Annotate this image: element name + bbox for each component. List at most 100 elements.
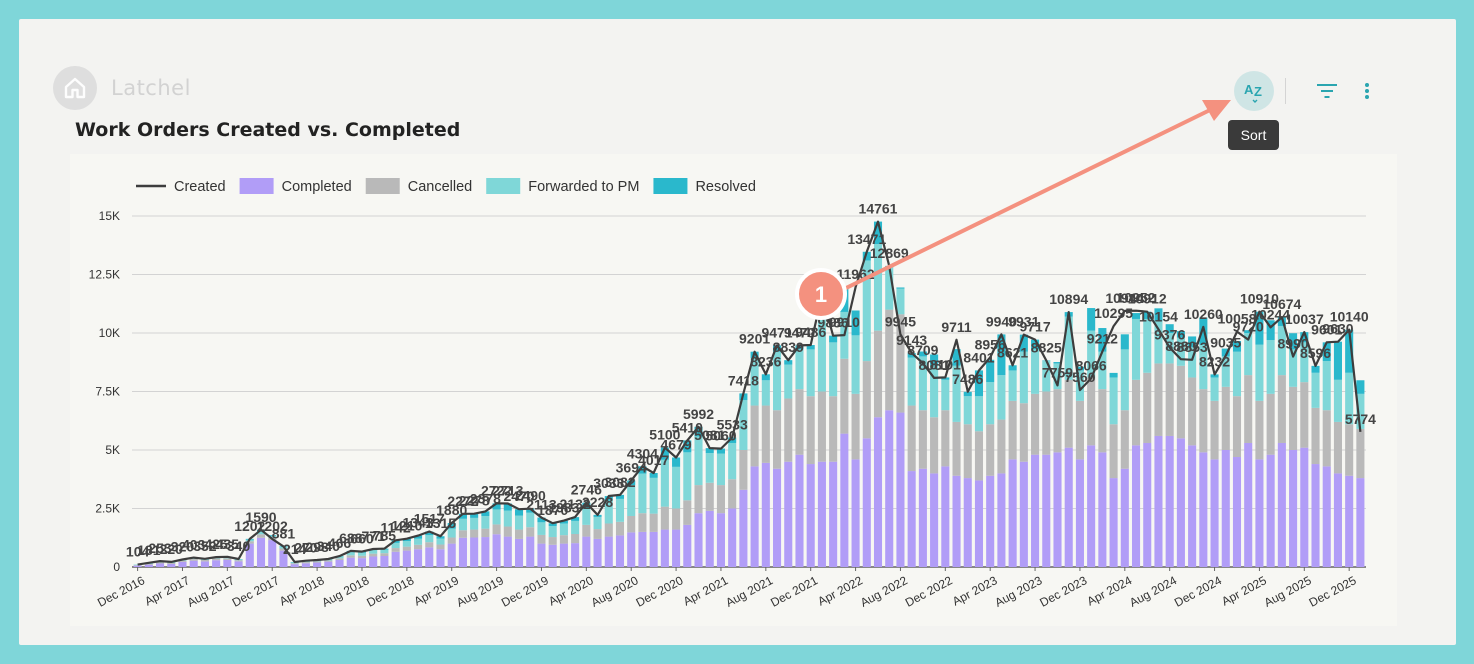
legend-label: Cancelled — [408, 179, 473, 195]
bar-cancelled — [918, 410, 927, 469]
y-tick-label: 5K — [105, 443, 120, 457]
bar-completed — [391, 551, 400, 567]
data-label: 2713 — [492, 483, 523, 499]
data-label: 9940 — [986, 313, 1017, 329]
bar-forwarded-to-pm — [526, 512, 535, 528]
bar-forwarded-to-pm — [862, 260, 871, 362]
bar-cancelled — [369, 553, 378, 557]
bar-completed — [907, 471, 916, 567]
bar-cancelled — [593, 529, 602, 539]
data-label: 11640 — [803, 274, 841, 290]
bar-completed — [313, 562, 322, 567]
data-label: 1142 — [380, 519, 411, 535]
bar-cancelled — [761, 405, 770, 463]
bar-cancelled — [1244, 375, 1253, 443]
bar-completed — [279, 550, 288, 567]
bar-resolved — [795, 345, 804, 350]
bar-cancelled — [279, 548, 288, 551]
data-label: 5533 — [717, 417, 748, 433]
bar-cancelled — [806, 396, 815, 465]
bar-completed — [1255, 459, 1264, 567]
bar-cancelled — [963, 424, 972, 479]
bar-completed — [290, 564, 299, 567]
bar-cancelled — [817, 391, 826, 462]
data-label: 9931 — [1008, 314, 1039, 330]
x-tick-label: Dec 2021 — [768, 573, 820, 610]
x-tick-label: Dec 2016 — [95, 573, 147, 610]
bar-resolved — [1109, 372, 1118, 378]
bar-completed — [660, 529, 669, 567]
bar-completed — [268, 540, 277, 567]
bar-cancelled — [750, 405, 759, 467]
bar-forwarded-to-pm — [559, 523, 568, 536]
bar-forwarded-to-pm — [1053, 363, 1062, 390]
bar-completed — [256, 537, 266, 567]
bar-resolved — [1266, 320, 1275, 341]
data-label: 253 — [148, 540, 172, 556]
bar-completed — [694, 513, 703, 567]
bar-completed — [784, 461, 793, 567]
bar-completed — [481, 537, 490, 567]
data-label: 8101 — [930, 356, 961, 372]
bar-completed — [705, 510, 714, 567]
bar-resolved — [571, 517, 580, 521]
bar-cancelled — [873, 330, 883, 418]
bar-cancelled — [907, 405, 916, 472]
data-label: 9720 — [1233, 319, 1264, 335]
bar-completed — [986, 475, 995, 567]
bar-forwarded-to-pm — [627, 485, 636, 516]
bar-completed — [514, 538, 524, 567]
bar-completed — [761, 462, 770, 567]
data-label: 4679 — [661, 437, 692, 453]
bar-completed — [1289, 450, 1298, 567]
bar-completed — [750, 466, 759, 567]
svg-text:A: A — [1244, 82, 1254, 97]
bar-completed — [1322, 466, 1331, 567]
bar-cancelled — [1053, 389, 1062, 453]
bar-forwarded-to-pm — [414, 538, 423, 545]
sort-az-icon: A Z — [1244, 82, 1262, 103]
brand-logo: Latchel — [53, 66, 191, 110]
filter-button[interactable] — [1312, 76, 1342, 106]
bar-forwarded-to-pm — [503, 510, 512, 527]
bar-completed — [638, 531, 647, 567]
data-label: 8081 — [919, 357, 950, 373]
bar-resolved — [1143, 311, 1152, 319]
bar-forwarded-to-pm — [470, 517, 479, 530]
bar-cancelled — [1255, 400, 1264, 460]
y-tick-label: 15K — [99, 209, 120, 223]
bar-completed — [1053, 452, 1062, 567]
bar-cancelled — [559, 535, 568, 544]
bar-cancelled — [548, 537, 557, 545]
bar-cancelled — [346, 555, 355, 558]
bar-forwarded-to-pm — [582, 508, 591, 525]
bar-completed — [503, 536, 512, 567]
bar-cancelled — [851, 393, 860, 460]
bar-cancelled — [514, 529, 524, 539]
x-tick-label: Dec 2024 — [1172, 573, 1224, 610]
bar-cancelled — [380, 553, 389, 557]
bar-resolved — [638, 466, 647, 474]
bar-forwarded-to-pm — [1210, 377, 1219, 401]
bar-cancelled — [829, 396, 838, 462]
bar-forwarded-to-pm — [829, 342, 838, 397]
bar-cancelled — [1210, 400, 1219, 460]
bar-cancelled — [1266, 393, 1275, 455]
data-label: 2228 — [582, 494, 613, 510]
data-label: 8825 — [1031, 339, 1062, 355]
bar-completed — [447, 543, 456, 567]
bar-completed — [851, 459, 860, 567]
x-tick-label: Apr 2025 — [1219, 573, 1269, 608]
bar-forwarded-to-pm — [1064, 316, 1073, 380]
bar-cancelled — [470, 529, 479, 538]
data-label: 214 — [283, 541, 307, 557]
bar-cancelled — [301, 562, 310, 564]
sort-button[interactable]: A Z — [1234, 71, 1274, 111]
bar-resolved — [941, 377, 950, 380]
bar-cancelled — [1221, 386, 1230, 450]
bar-forwarded-to-pm — [1131, 318, 1141, 380]
more-options-button[interactable] — [1356, 76, 1378, 106]
bar-resolved — [1008, 365, 1017, 371]
bar-completed — [974, 480, 984, 567]
bar-forwarded-to-pm — [1311, 372, 1320, 408]
